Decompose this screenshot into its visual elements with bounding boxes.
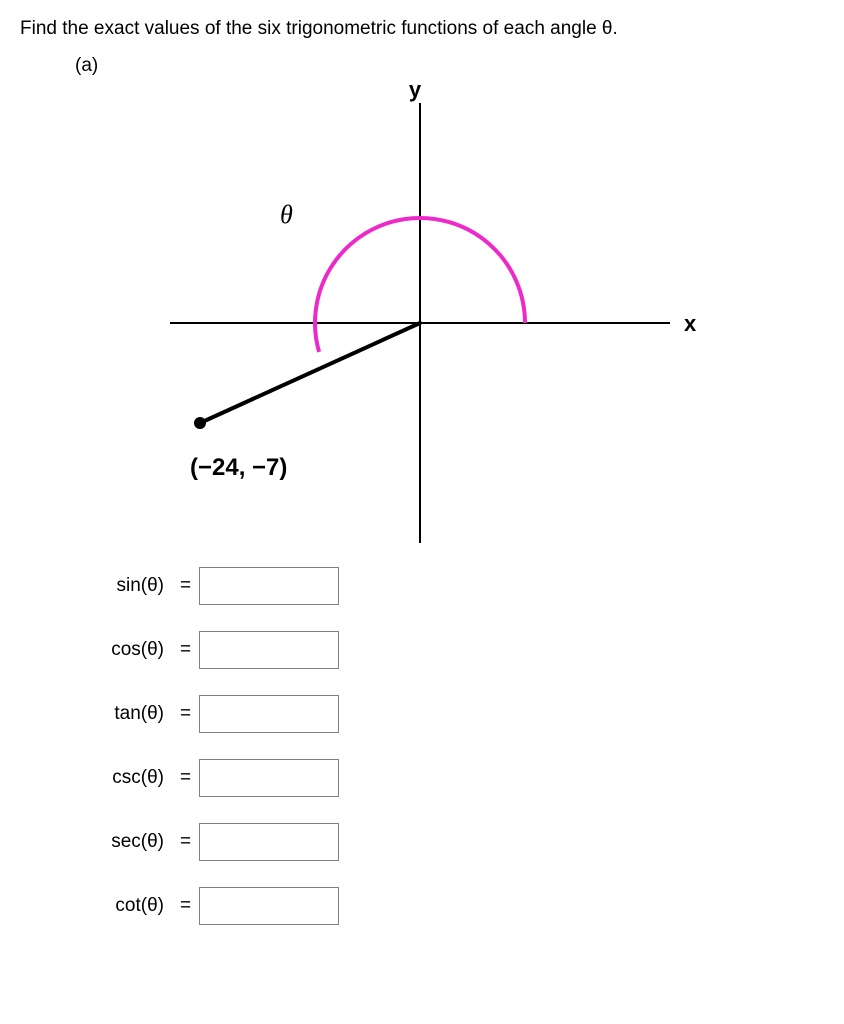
answer-label-sin: sin(θ) <box>80 575 164 597</box>
equals-sign: = <box>180 703 191 725</box>
answer-label-cot: cot(θ) <box>80 895 164 917</box>
answer-row-csc: csc(θ) = <box>80 759 824 797</box>
answer-list: sin(θ) = cos(θ) = tan(θ) = csc(θ) = sec(… <box>80 567 824 925</box>
svg-text:(−24, −7): (−24, −7) <box>190 454 287 481</box>
equals-sign: = <box>180 575 191 597</box>
part-label: (a) <box>75 55 824 77</box>
answer-input-tan[interactable] <box>199 695 339 733</box>
figure-container: x y θ (−24, −7) <box>80 83 720 553</box>
question-text: Find the exact values of the six trigono… <box>20 16 824 43</box>
svg-text:x: x <box>684 311 697 336</box>
answer-label-csc: csc(θ) <box>80 767 164 789</box>
angle-diagram: x y θ (−24, −7) <box>80 83 720 553</box>
answer-input-cos[interactable] <box>199 631 339 669</box>
answer-input-sin[interactable] <box>199 567 339 605</box>
equals-sign: = <box>180 639 191 661</box>
equals-sign: = <box>180 831 191 853</box>
answer-row-cot: cot(θ) = <box>80 887 824 925</box>
answer-label-cos: cos(θ) <box>80 639 164 661</box>
equals-sign: = <box>180 895 191 917</box>
answer-row-sec: sec(θ) = <box>80 823 824 861</box>
answer-row-sin: sin(θ) = <box>80 567 824 605</box>
answer-input-cot[interactable] <box>199 887 339 925</box>
answer-label-tan: tan(θ) <box>80 703 164 725</box>
answer-input-sec[interactable] <box>199 823 339 861</box>
svg-text:y: y <box>409 83 422 102</box>
equals-sign: = <box>180 767 191 789</box>
svg-text:θ: θ <box>280 200 293 229</box>
answer-label-sec: sec(θ) <box>80 831 164 853</box>
answer-row-tan: tan(θ) = <box>80 695 824 733</box>
answer-row-cos: cos(θ) = <box>80 631 824 669</box>
answer-input-csc[interactable] <box>199 759 339 797</box>
